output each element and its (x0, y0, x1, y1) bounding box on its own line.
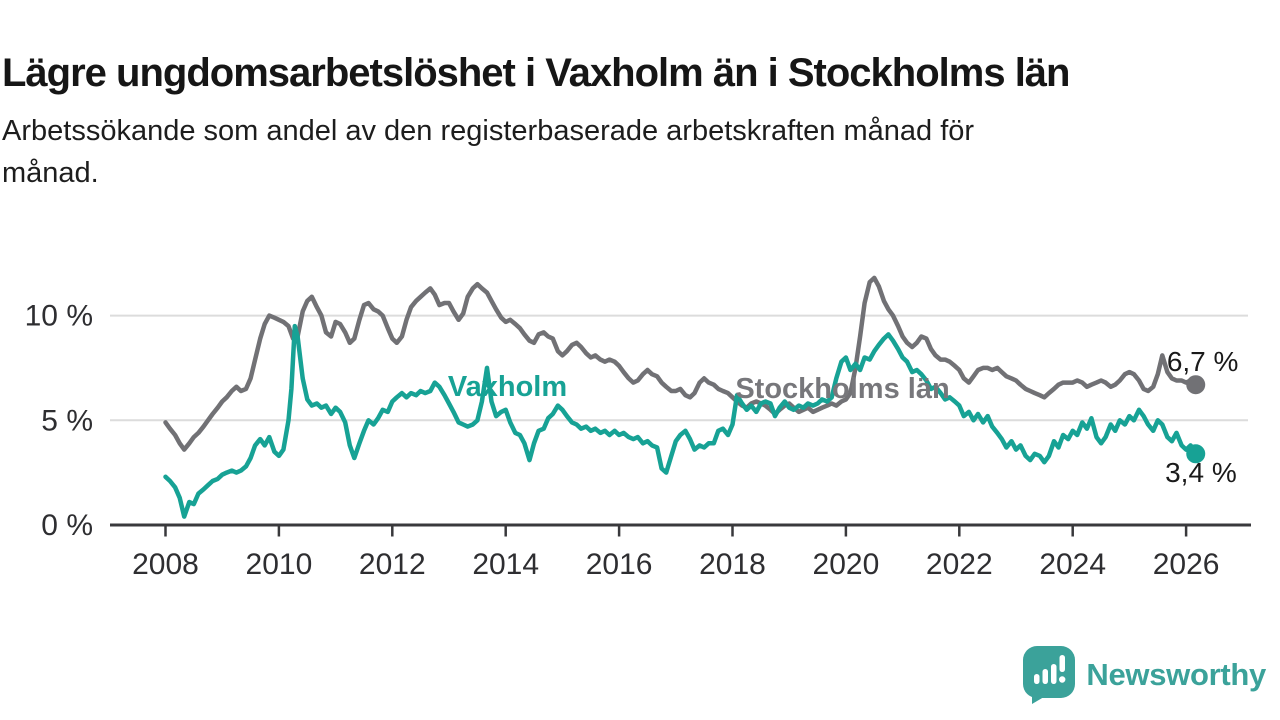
series-end-dot (1186, 375, 1206, 395)
series-line-stockholms-l-n (163, 275, 1198, 452)
series-line-vaxholm (163, 323, 1198, 519)
x-axis-label: 2022 (926, 548, 993, 581)
x-axis-label: 2014 (472, 548, 539, 581)
newsworthy-brand-name: Newsworthy (1086, 657, 1266, 692)
x-axis-label: 2020 (813, 548, 880, 581)
page-title: Lägre ungdomsarbetslöshet i Vaxholm än i… (2, 50, 1070, 95)
series-end-value-label: 3,4 % (1165, 457, 1237, 488)
x-axis-label: 2024 (1039, 548, 1106, 581)
x-axis-label: 2026 (1153, 548, 1220, 581)
x-axis-label: 2018 (699, 548, 766, 581)
series-end-dot (1186, 444, 1206, 464)
y-axis-label: 0 % (41, 509, 93, 542)
series-end-value-label: 6,7 % (1167, 346, 1239, 377)
x-axis-label: 2012 (359, 548, 426, 581)
x-axis-label: 2016 (586, 548, 653, 581)
y-axis-label: 5 % (41, 404, 93, 437)
series-label-stockholms-l-n: Stockholms län (735, 373, 949, 405)
y-axis-label: 10 % (25, 300, 93, 333)
series-label-vaxholm: Vaxholm (448, 371, 567, 403)
x-axis-label: 2010 (246, 548, 313, 581)
newsworthy-logo-icon (1023, 646, 1076, 704)
chart-subtitle: Arbetssökande som andel av den registerb… (2, 110, 974, 194)
chart-subtitle-line2: månad. (2, 157, 99, 190)
newsworthy-brand-link[interactable]: Newsworthy (1023, 646, 1266, 704)
x-axis-label: 2008 (132, 548, 199, 581)
chart-subtitle-line1: Arbetssökande som andel av den registerb… (2, 115, 975, 147)
